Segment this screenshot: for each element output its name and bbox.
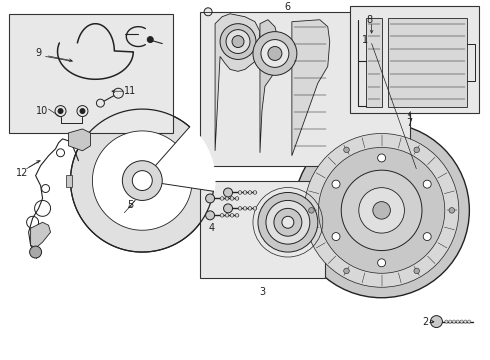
Circle shape (464, 320, 467, 323)
Circle shape (235, 197, 239, 200)
Circle shape (230, 213, 234, 217)
Text: 7: 7 (406, 118, 413, 128)
Circle shape (220, 213, 224, 217)
Circle shape (248, 207, 252, 210)
Bar (200, 181, 325, 278)
Circle shape (423, 180, 431, 188)
Circle shape (282, 216, 294, 228)
Circle shape (460, 320, 463, 323)
Text: 2: 2 (422, 316, 429, 327)
Circle shape (56, 149, 65, 157)
Circle shape (332, 233, 340, 240)
Polygon shape (366, 18, 382, 107)
Text: 1: 1 (362, 35, 368, 45)
Circle shape (230, 197, 234, 200)
Text: 5: 5 (127, 201, 133, 210)
Circle shape (253, 32, 297, 75)
Circle shape (77, 105, 88, 117)
Circle shape (414, 268, 419, 274)
Circle shape (449, 320, 452, 323)
Text: 4: 4 (209, 223, 215, 233)
Circle shape (359, 188, 404, 233)
Circle shape (253, 191, 257, 194)
Circle shape (304, 134, 459, 287)
Circle shape (147, 37, 153, 42)
Circle shape (343, 147, 349, 153)
Circle shape (266, 201, 310, 244)
Circle shape (58, 109, 63, 113)
Circle shape (431, 316, 442, 328)
Polygon shape (215, 14, 260, 151)
Circle shape (243, 207, 247, 210)
Polygon shape (292, 20, 330, 156)
Polygon shape (66, 175, 73, 186)
Circle shape (248, 191, 252, 194)
Circle shape (223, 188, 233, 197)
Circle shape (232, 36, 244, 48)
Circle shape (206, 211, 215, 220)
Circle shape (423, 233, 431, 240)
Polygon shape (30, 222, 50, 248)
Text: 9: 9 (35, 49, 42, 58)
Circle shape (341, 170, 422, 251)
Circle shape (258, 193, 318, 252)
Circle shape (55, 105, 66, 117)
Circle shape (294, 123, 469, 298)
Bar (200, 12, 410, 166)
Circle shape (243, 191, 247, 194)
Circle shape (318, 148, 445, 273)
Text: 11: 11 (124, 86, 136, 96)
Text: 12: 12 (17, 168, 29, 177)
Polygon shape (71, 109, 214, 252)
Polygon shape (93, 131, 192, 230)
Circle shape (122, 161, 162, 201)
Circle shape (223, 204, 233, 213)
Circle shape (456, 320, 460, 323)
Bar (9, 14, 173, 133)
Circle shape (332, 180, 340, 188)
Circle shape (204, 8, 212, 16)
Circle shape (268, 46, 282, 60)
Text: 8: 8 (367, 15, 373, 25)
Circle shape (113, 88, 123, 98)
Circle shape (80, 109, 85, 113)
Polygon shape (69, 129, 91, 151)
Circle shape (225, 197, 229, 200)
Circle shape (238, 207, 242, 210)
Circle shape (29, 246, 42, 258)
Circle shape (467, 320, 471, 323)
Circle shape (42, 185, 49, 193)
Circle shape (97, 99, 104, 107)
Circle shape (220, 197, 224, 200)
Polygon shape (142, 126, 216, 192)
Circle shape (449, 208, 455, 213)
Bar (350, 6, 479, 113)
Circle shape (226, 30, 250, 54)
Text: 3: 3 (259, 287, 265, 297)
Circle shape (343, 268, 349, 274)
Circle shape (452, 320, 456, 323)
Circle shape (274, 208, 302, 236)
Circle shape (206, 194, 215, 203)
Circle shape (373, 202, 391, 219)
Circle shape (220, 24, 256, 59)
Circle shape (253, 207, 257, 210)
Circle shape (445, 320, 448, 323)
Circle shape (261, 40, 289, 67)
Circle shape (235, 213, 239, 217)
Circle shape (225, 213, 229, 217)
Circle shape (132, 171, 152, 190)
Circle shape (309, 208, 314, 213)
Circle shape (378, 259, 386, 267)
Circle shape (238, 191, 242, 194)
Text: 6: 6 (285, 2, 291, 12)
Circle shape (378, 154, 386, 162)
Text: 10: 10 (36, 106, 49, 116)
Polygon shape (260, 20, 280, 153)
Circle shape (414, 147, 419, 153)
Polygon shape (388, 18, 467, 107)
